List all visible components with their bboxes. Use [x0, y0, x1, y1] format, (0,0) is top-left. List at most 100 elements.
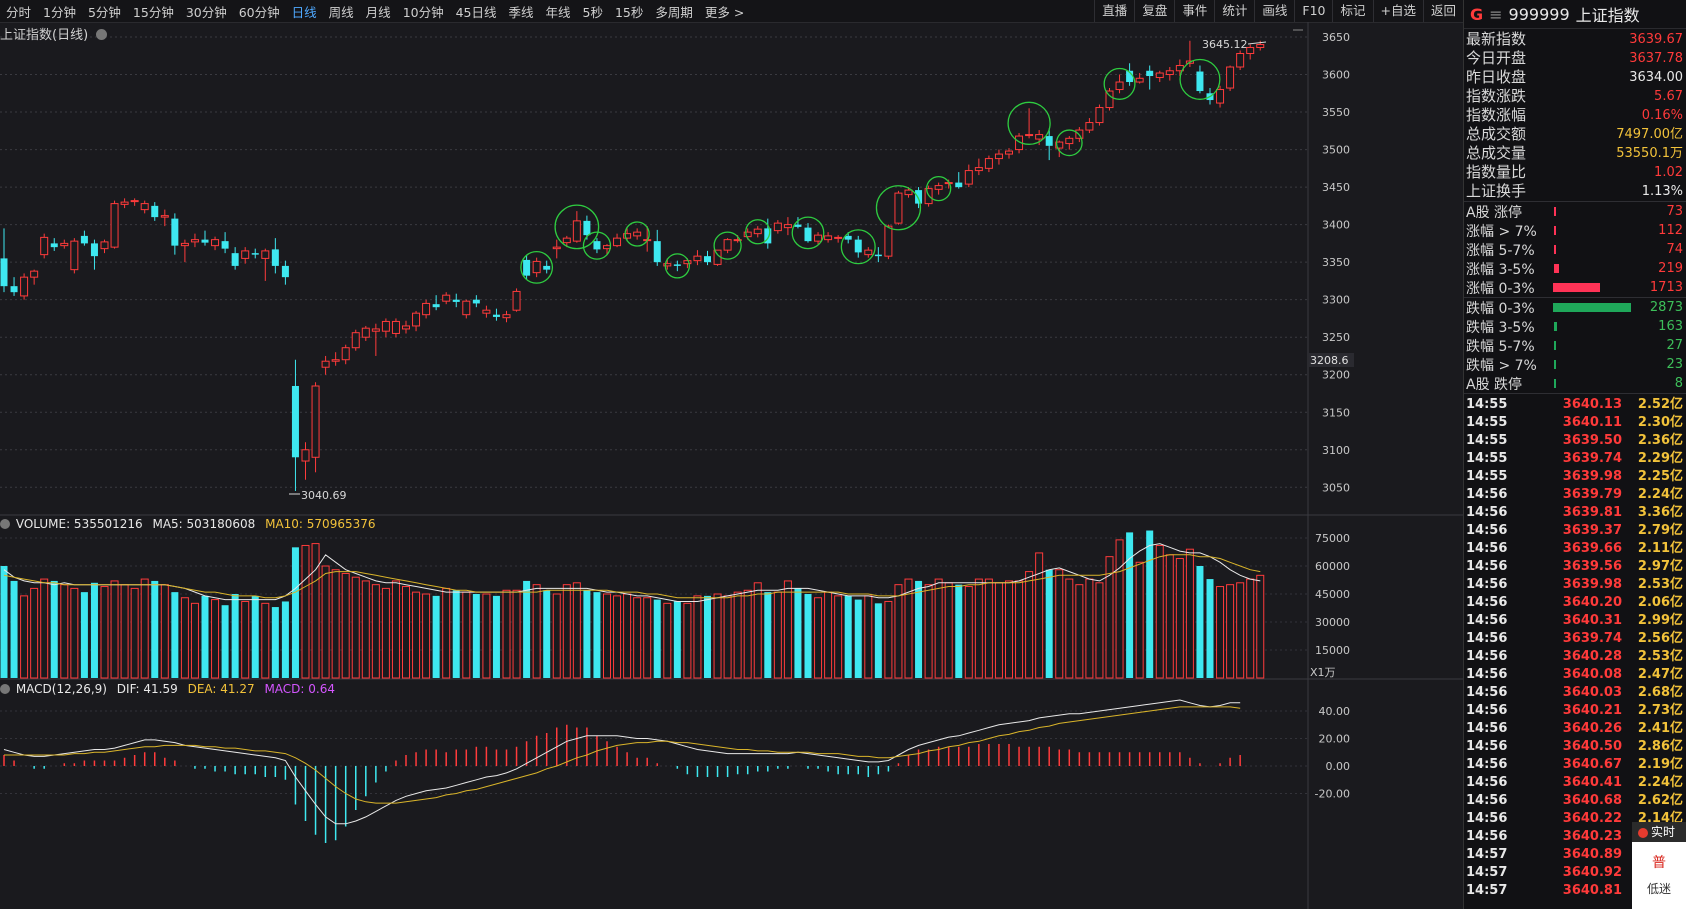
tool-button[interactable]: 直播 — [1094, 0, 1134, 22]
kline-chart[interactable]: 3650 3600 3550 3500 3450 3400 3350 3300 3250 3200… — [0, 22, 1463, 909]
stat-row: 指数量比 1.02 — [1464, 163, 1686, 182]
candle-body — [1085, 122, 1094, 131]
tick-time: 14:57 — [1466, 847, 1508, 862]
period-tab[interactable]: 5秒 — [582, 4, 603, 20]
period-tab[interactable]: 年线 — [545, 4, 571, 20]
candle-body — [1165, 70, 1174, 76]
period-tab[interactable]: 60分钟 — [238, 4, 280, 20]
volume-bar — [1216, 586, 1225, 679]
distribution-row[interactable]: A股 跌停 8 — [1464, 374, 1686, 393]
low-label: 3040.69 — [301, 489, 347, 502]
realtime-popup[interactable]: 实时 普 低迷 — [1632, 822, 1686, 909]
candle-body — [341, 347, 350, 361]
tick-list[interactable]: 14:55 3640.13 2.52亿 14:55 3640.11 2.30亿 14:55 3… — [1464, 394, 1686, 900]
volume-toggle-icon[interactable] — [0, 519, 10, 529]
tick-price: 3640.03 — [1562, 685, 1622, 700]
tool-button[interactable]: 事件 — [1174, 0, 1214, 22]
distribution-row[interactable]: 跌幅 > 7% 23 — [1464, 355, 1686, 374]
period-tab[interactable]: 10分钟 — [402, 4, 444, 20]
tool-button[interactable]: 标记 — [1332, 0, 1372, 22]
period-tabs: 分时 1分钟 5分钟 15分钟 30分钟 60分钟 日线 周线 月线 10分钟 45日线 季线 年线 5秒… — [0, 2, 750, 21]
kline-chart-area[interactable]: 3650 3600 3550 3500 3450 3400 3350 3300 3250 3200… — [0, 22, 1463, 909]
volume-unit: X1万 — [1310, 666, 1336, 679]
volume-bar — [1226, 584, 1235, 679]
distribution-bar — [1553, 283, 1601, 292]
distribution-row[interactable]: 跌幅 5-7% 27 — [1464, 336, 1686, 355]
distribution-row[interactable]: 跌幅 3-5% 163 — [1464, 317, 1686, 336]
high-label: 3645.12 — [1202, 38, 1248, 51]
volume-bar — [844, 595, 852, 678]
tick-time: 14:56 — [1466, 541, 1508, 556]
tool-button[interactable]: 统计 — [1214, 0, 1254, 22]
stat-row: 总成交量 53550.1万 — [1464, 144, 1686, 163]
stat-label: 指数量比 — [1466, 163, 1527, 181]
settings-dropdown-icon[interactable] — [96, 29, 108, 40]
candle-body — [221, 241, 229, 249]
period-tab[interactable]: 45日线 — [455, 4, 497, 20]
tick-volume: 2.47亿 — [1637, 667, 1683, 682]
candle-body — [934, 185, 943, 190]
tick-row: 14:56 3640.67 2.19亿 — [1464, 756, 1686, 774]
candle-body — [351, 332, 360, 349]
candle-body — [1246, 47, 1255, 55]
tool-button[interactable]: F10 — [1294, 0, 1332, 22]
price-tick-label: 3550 — [1322, 106, 1350, 119]
tick-time: 14:56 — [1466, 613, 1508, 628]
tick-time: 14:55 — [1466, 469, 1508, 484]
period-tab[interactable]: 月线 — [365, 4, 391, 20]
tick-time: 14:56 — [1466, 577, 1508, 592]
pattern-circle — [925, 175, 952, 202]
macd-tick-label: 40.00 — [1319, 705, 1351, 718]
macd-toggle-icon[interactable] — [0, 684, 10, 694]
distribution-row[interactable]: 涨幅 5-7% 74 — [1464, 240, 1686, 259]
period-tab[interactable]: 季线 — [508, 4, 534, 20]
volume-bar — [361, 580, 370, 679]
distribution-row[interactable]: 涨幅 0-3% 1713 — [1464, 278, 1686, 297]
candle-body — [562, 237, 571, 244]
period-tab[interactable]: 分时 — [6, 4, 32, 20]
stat-value: 5.67 — [1654, 89, 1683, 104]
candle-body — [120, 201, 129, 205]
tool-button[interactable]: 复盘 — [1134, 0, 1174, 22]
period-tab[interactable]: 15分钟 — [132, 4, 174, 20]
candle-body — [0, 258, 8, 287]
period-tab[interactable]: 1分钟 — [43, 4, 76, 20]
distribution-row[interactable]: A股 涨停 73 — [1464, 202, 1686, 221]
tick-volume: 2.53亿 — [1637, 577, 1683, 592]
tick-volume: 3.36亿 — [1637, 505, 1683, 520]
macd-tick-label: 0.00 — [1326, 760, 1351, 773]
period-tab[interactable]: 多周期 — [655, 4, 693, 20]
candle-body — [994, 153, 1003, 160]
macd-label: MACD(12,26,9) — [15, 682, 107, 696]
tool-button[interactable]: 返回 — [1422, 0, 1463, 22]
volume-bar — [201, 595, 209, 678]
period-tab[interactable]: 更多 > — [704, 4, 745, 20]
period-tab[interactable]: 周线 — [328, 4, 354, 20]
candle-body — [271, 249, 279, 266]
volume-bar — [190, 602, 199, 679]
volume-bar — [1196, 566, 1204, 678]
distribution-row[interactable]: 涨幅 > 7% 112 — [1464, 221, 1686, 240]
distribution-row[interactable]: 涨幅 3-5% 219 — [1464, 259, 1686, 278]
tick-volume: 2.62亿 — [1637, 793, 1683, 808]
candle-body — [100, 241, 109, 250]
g-logo-icon[interactable]: G — [1470, 4, 1484, 24]
period-tab[interactable]: 30分钟 — [185, 4, 227, 20]
stat-row: 今日开盘 3637.78 — [1464, 49, 1686, 68]
distribution-row[interactable]: 跌幅 0-3% 2873 — [1464, 298, 1686, 317]
candle-body — [874, 254, 882, 257]
tick-time: 14:56 — [1466, 487, 1508, 502]
tool-button[interactable]: +自选 — [1372, 0, 1423, 22]
period-tab[interactable]: 15秒 — [614, 4, 644, 20]
menu-icon[interactable]: ≡ — [1489, 4, 1503, 24]
period-tab[interactable]: 5分钟 — [87, 4, 121, 20]
cursor-price: 3208.6 — [1310, 354, 1349, 367]
tick-time: 14:56 — [1466, 667, 1508, 682]
distribution-count: 73 — [1666, 204, 1683, 219]
distribution-count: 23 — [1666, 357, 1683, 372]
index-name: 上证指数 — [1575, 6, 1640, 25]
volume-bar — [291, 547, 299, 678]
tool-button[interactable]: 画线 — [1254, 0, 1294, 22]
tick-price: 3640.31 — [1562, 613, 1622, 628]
period-tab[interactable]: 日线 — [291, 4, 317, 20]
